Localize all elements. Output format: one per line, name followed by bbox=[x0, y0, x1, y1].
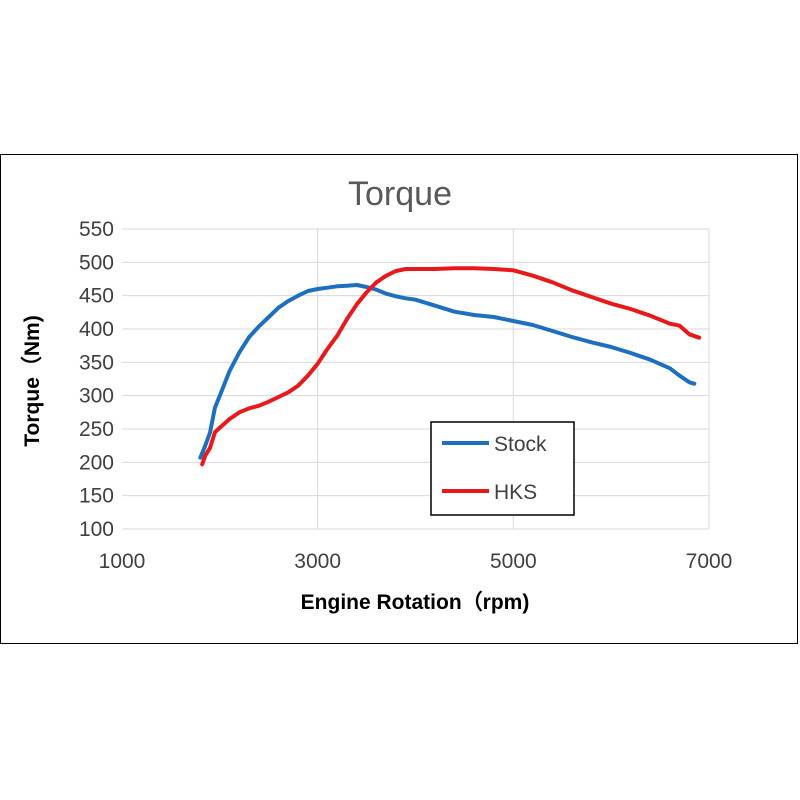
legend: Stock HKS bbox=[430, 421, 575, 516]
grid-layer bbox=[122, 228, 710, 530]
x-tick-label: 3000 bbox=[294, 550, 341, 573]
y-tick-label: 100 bbox=[79, 518, 114, 541]
torque-chart: Torque 100150200250300350400450500550100… bbox=[20, 175, 732, 614]
chart-title: Torque bbox=[348, 175, 452, 213]
x-tick-label: 1000 bbox=[99, 550, 146, 573]
x-tick-label: 5000 bbox=[490, 550, 537, 573]
series-layer bbox=[198, 266, 702, 467]
y-tick-label: 550 bbox=[79, 218, 114, 241]
legend-label-stock: Stock bbox=[494, 433, 547, 456]
x-tick-label: 7000 bbox=[686, 550, 733, 573]
x-axis-label: Engine Rotation（rpm) bbox=[301, 590, 530, 614]
y-tick-label: 200 bbox=[79, 451, 114, 474]
legend-label-hks: HKS bbox=[494, 481, 537, 504]
y-tick-label: 150 bbox=[79, 485, 114, 508]
legend-box bbox=[430, 421, 575, 516]
y-axis-label: Torque（Nm) bbox=[20, 315, 44, 446]
y-tick-label: 500 bbox=[79, 251, 114, 274]
y-tick-label: 300 bbox=[79, 385, 114, 408]
y-tick-label: 250 bbox=[79, 418, 114, 441]
tick-layer: 100 150 200 250 300 350 400 450 500 550 1000 3000 50… bbox=[79, 218, 732, 573]
series-line-stock bbox=[198, 283, 697, 460]
y-tick-label: 350 bbox=[79, 351, 114, 374]
series-line-hks bbox=[200, 266, 702, 467]
chart-frame: Torque 100 150 200 250 300 350 400 450 500 550 100… bbox=[0, 154, 798, 644]
y-tick-label: 400 bbox=[79, 318, 114, 341]
y-tick-label: 450 bbox=[79, 285, 114, 308]
